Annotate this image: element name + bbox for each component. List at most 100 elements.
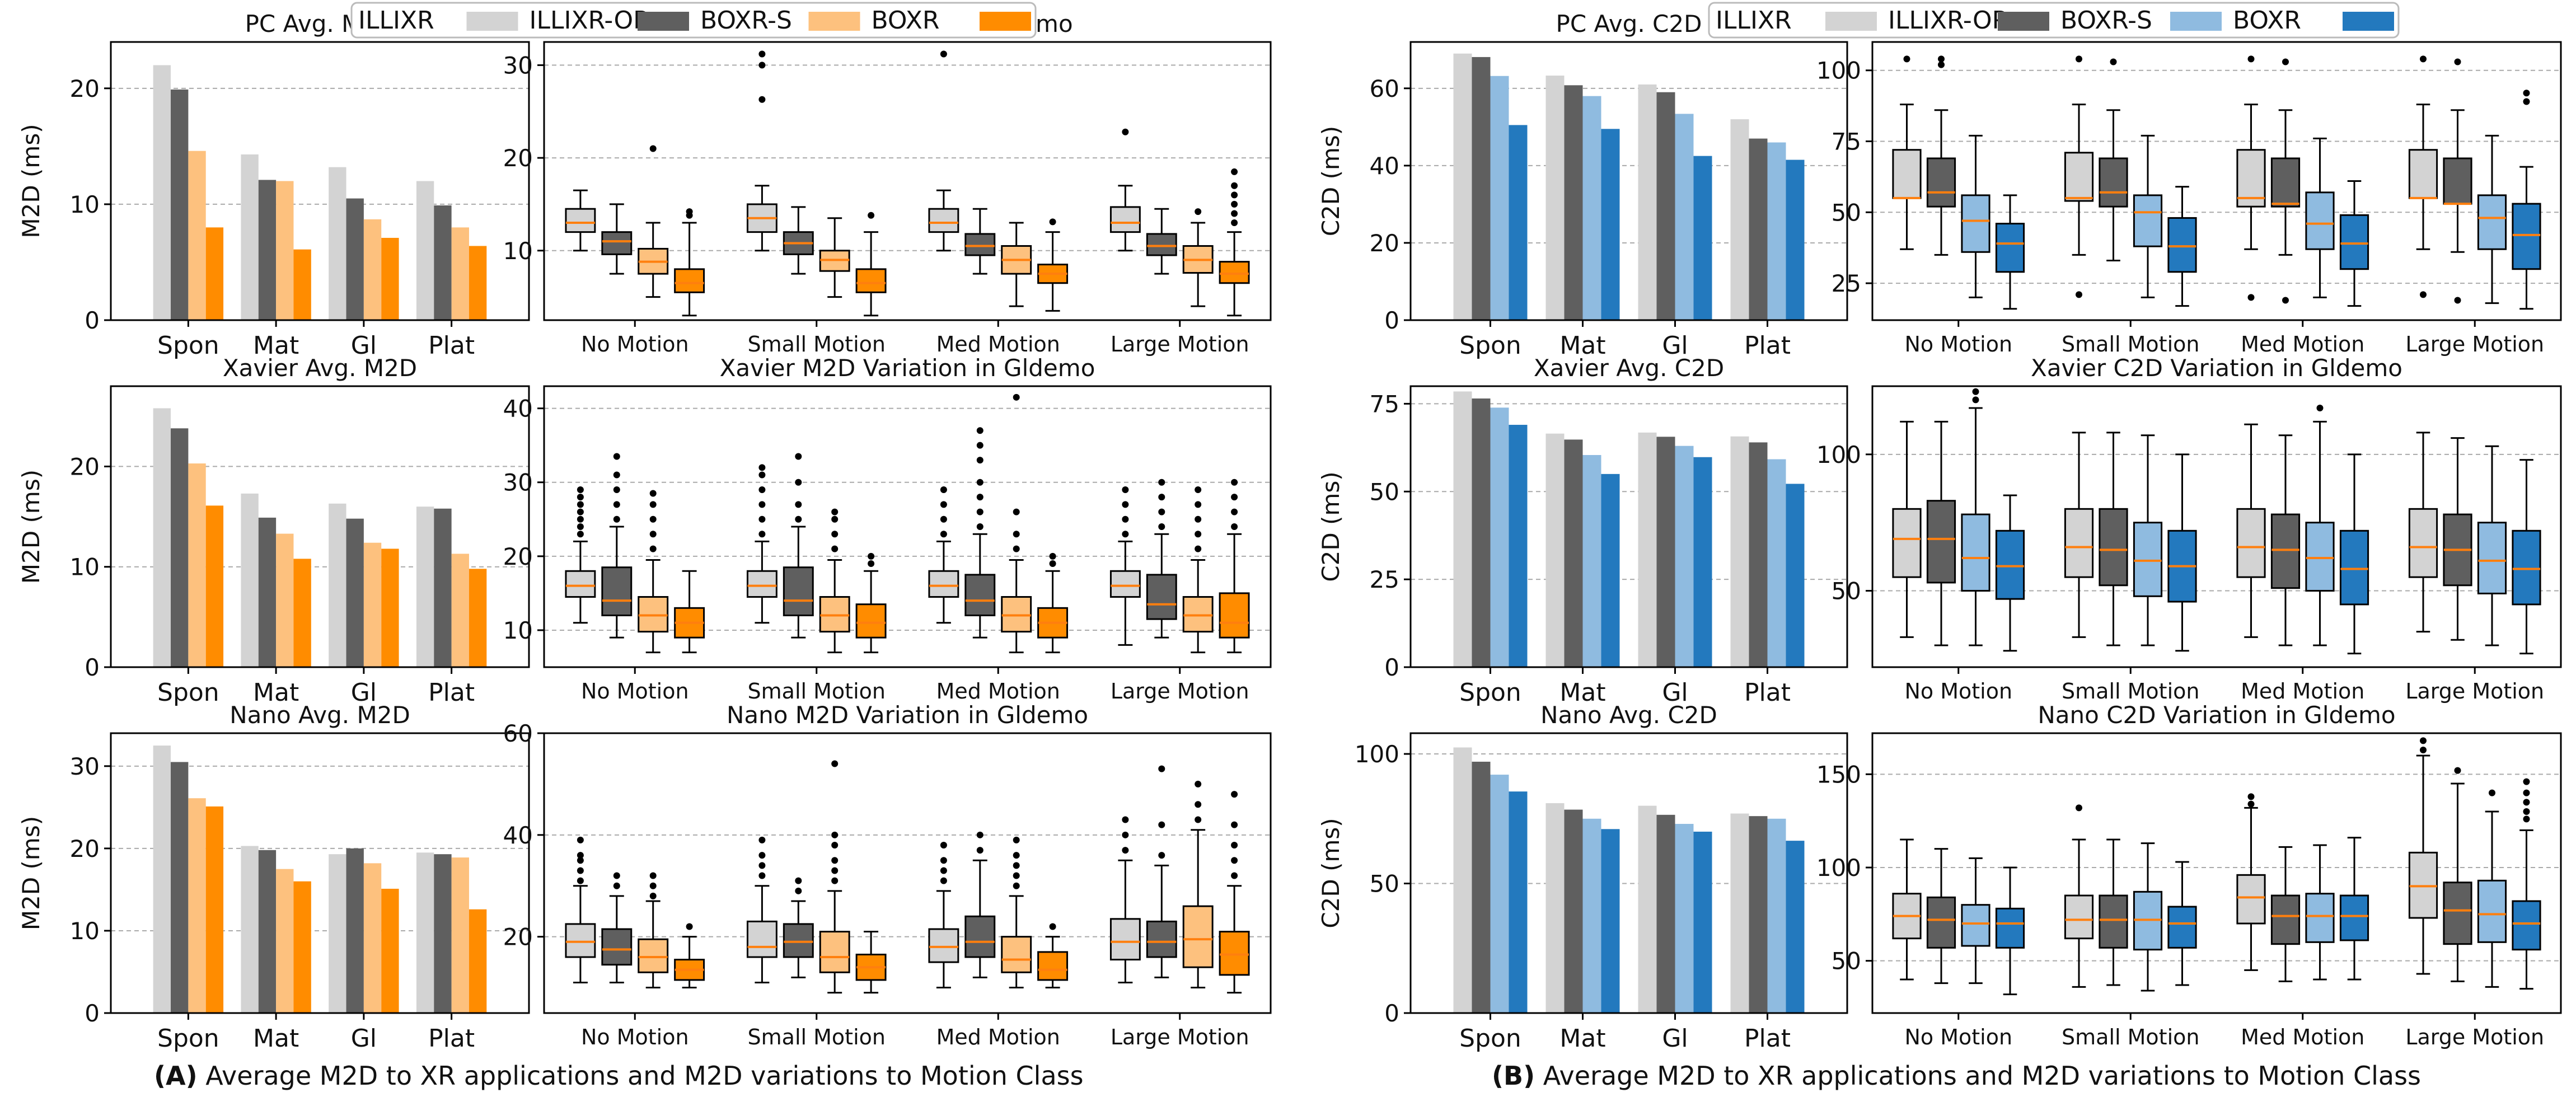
x-tick-label: Gl: [1662, 1024, 1688, 1053]
box-boxr-med-motion: [1037, 218, 1069, 312]
bar-illixr-spon: [153, 746, 171, 1013]
outlier-point: [613, 515, 620, 523]
bar-boxr-gl: [381, 548, 399, 667]
outlier-point: [758, 464, 766, 471]
bar-illixr-op-spon: [171, 428, 189, 667]
bar-boxr-s-plat: [451, 227, 469, 320]
legend-label-illixr: ILLIXR: [1716, 6, 1792, 35]
outlier-point: [1231, 200, 1238, 208]
outlier-point: [2076, 804, 2082, 812]
outlier-point: [976, 479, 983, 486]
box-boxr-s-med-motion: [1001, 222, 1032, 307]
y-tick-label: 50: [1832, 578, 1861, 605]
y-axis-label: M2D (ms): [17, 124, 45, 238]
box-illixr-med-motion: [928, 842, 959, 989]
bar-boxr-s-gl: [1675, 824, 1694, 1013]
bar-boxr-gl: [381, 237, 399, 320]
axes-frame: [1871, 732, 2562, 1014]
outlier-point: [831, 842, 839, 848]
outlier-point: [976, 457, 983, 464]
outlier-point: [868, 212, 875, 219]
box-illixr-op-large-motion: [2443, 437, 2472, 641]
box-illixr-large-motion: [2408, 737, 2438, 975]
outlier-point: [758, 862, 766, 869]
xavier-avg-m2d: Spon Mat Gl Plat 0 10 20 Xavier Avg. M2D M2D (ms…: [17, 354, 530, 707]
bar-illixr-op-gl: [346, 518, 364, 667]
outlier-point: [1158, 523, 1165, 530]
outlier-point: [577, 515, 584, 523]
box-illixr-op-med-motion: [964, 427, 996, 639]
bar-illixr-spon: [153, 65, 171, 321]
outlier-point: [795, 453, 802, 460]
bar-boxr-s-mat: [1582, 96, 1601, 320]
bar-illixr-plat: [416, 507, 434, 667]
legend-label-boxr: BOXR: [2233, 6, 2301, 35]
outlier-point: [2454, 58, 2461, 65]
box-iqr: [601, 231, 633, 255]
x-tick-label: Mat: [1559, 331, 1605, 360]
x-tick-label: Gl: [351, 678, 377, 707]
outlier-point: [976, 494, 983, 501]
axes-frame: [110, 732, 530, 1014]
box-boxr-s-small-motion: [2133, 434, 2163, 646]
legend-label-illixr-op: ILLIXR-OP: [530, 6, 648, 35]
outlier-point: [1013, 852, 1020, 859]
box-illixr-op-large-motion: [2443, 58, 2472, 304]
bar-illixr-gl: [1638, 432, 1657, 667]
bar-illixr-mat: [1545, 803, 1565, 1013]
box-illixr-op-large-motion: [2443, 767, 2472, 982]
box-iqr: [1219, 931, 1250, 976]
box-iqr: [1146, 920, 1177, 958]
y-tick-label: 40: [503, 395, 533, 423]
outlier-point: [2420, 55, 2427, 63]
x-tick-label: Med Motion: [2241, 1025, 2364, 1049]
y-tick-label: 0: [85, 307, 100, 334]
box-iqr: [2236, 874, 2266, 925]
outlier-point: [1122, 486, 1129, 493]
axes-frame: [543, 385, 1272, 668]
chart-title: Xavier Avg. M2D: [223, 354, 417, 382]
box-iqr: [2305, 191, 2335, 250]
outlier-point: [940, 857, 947, 864]
bar-boxr-plat: [1786, 484, 1805, 667]
box-iqr: [964, 233, 996, 256]
box-iqr: [1109, 570, 1141, 598]
outlier-point: [940, 501, 947, 508]
bar-illixr-op-mat: [1564, 85, 1583, 321]
outlier-point: [1972, 388, 1979, 395]
box-illixr-op-no-motion: [601, 453, 633, 639]
legend-frame: [1708, 2, 2400, 39]
legend-label-illixr-op: ILLIXR-OP: [1888, 6, 2007, 35]
axes-frame: [1871, 41, 2562, 321]
outlier-point: [795, 887, 802, 894]
outlier-point: [577, 877, 584, 884]
x-tick-label: No Motion: [581, 332, 689, 357]
y-tick-label: 150: [1816, 761, 1861, 788]
outlier-point: [831, 508, 839, 515]
outlier-point: [940, 867, 947, 874]
outlier-point: [940, 842, 947, 848]
bar-boxr-s-plat: [1767, 459, 1786, 667]
legend-label-boxr: BOXR: [872, 6, 940, 35]
y-tick-label: 75: [1832, 128, 1861, 156]
y-tick-label: 0: [1384, 1000, 1399, 1027]
outlier-point: [2454, 767, 2461, 774]
box-iqr: [1109, 206, 1141, 233]
nano-avg-c2d: Spon Mat Gl Plat 0 50 100 Nano Avg. C2D C2D (ms): [1317, 701, 1848, 1053]
bar-boxr-plat: [469, 246, 487, 320]
x-tick-label: No Motion: [581, 1025, 689, 1049]
legend-swatch-boxr: [980, 12, 1031, 31]
outlier-point: [976, 508, 983, 515]
box-boxr-s-no-motion: [1961, 134, 1990, 298]
box-illixr-op-med-motion: [964, 208, 996, 275]
x-tick-label: Gl: [351, 331, 377, 360]
outlier-point: [577, 857, 584, 864]
box-boxr-large-motion: [2512, 778, 2541, 990]
outlier-point: [577, 531, 584, 538]
x-tick-label: Large Motion: [2405, 332, 2544, 357]
outlier-point: [1013, 508, 1020, 515]
box-boxr-s-med-motion: [2305, 137, 2335, 298]
outlier-point: [831, 867, 839, 874]
box-iqr: [783, 566, 814, 617]
bar-boxr-s-mat: [1582, 454, 1601, 667]
